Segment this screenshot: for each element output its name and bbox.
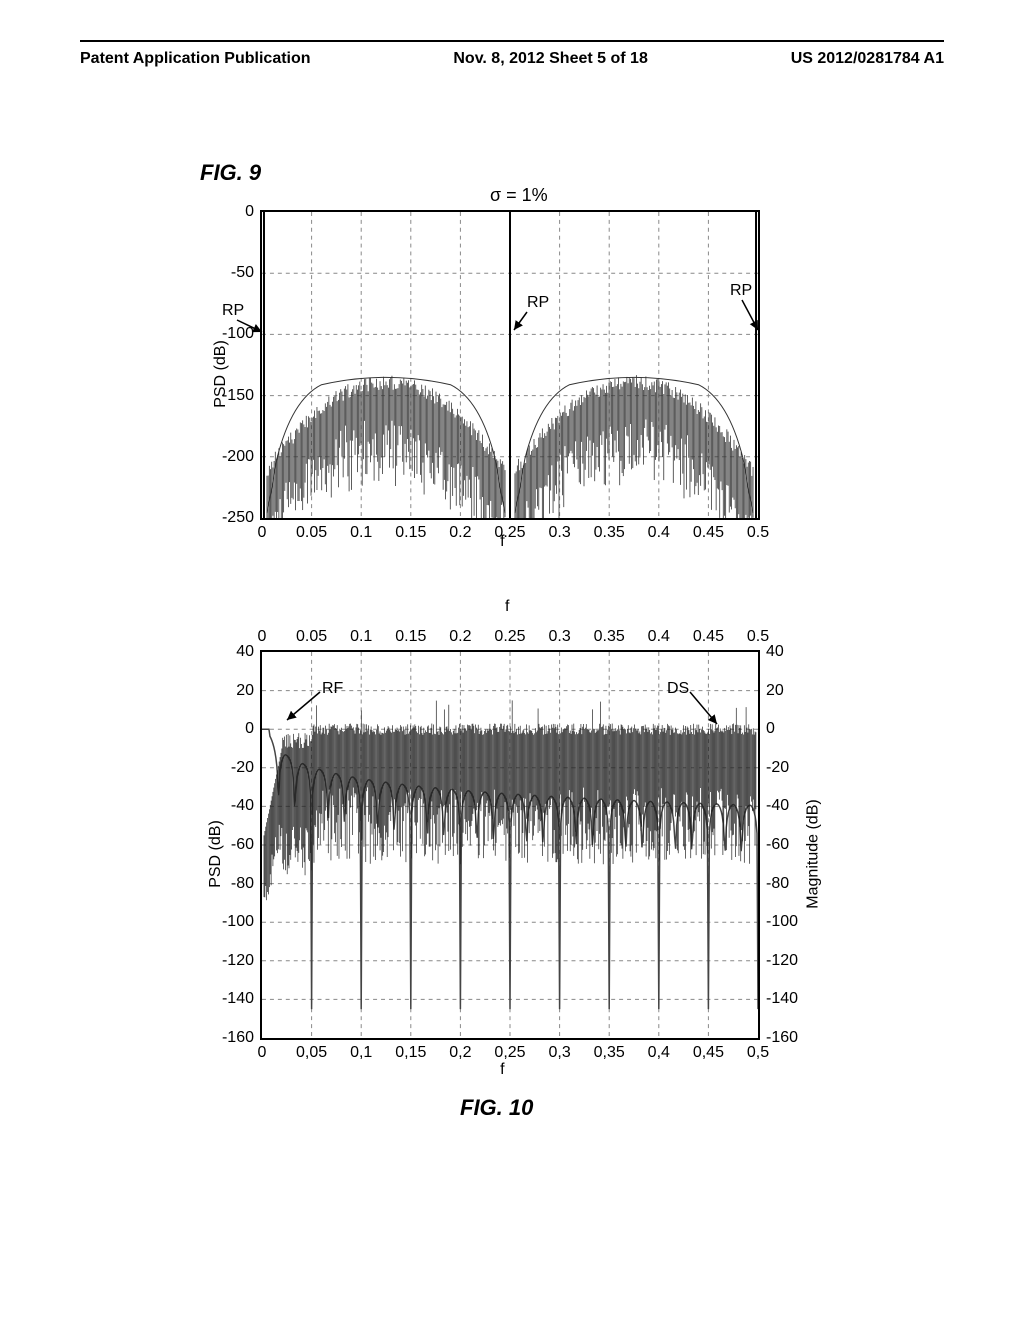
page-header: Patent Application Publication Nov. 8, 2… [80,40,944,68]
fig9-xtick: 0.3 [548,524,570,542]
fig10-ytick-right: -60 [766,836,789,854]
fig9-xlabel: f [500,533,504,551]
fig10-xlabel-bottom: f [500,1061,504,1079]
fig10-ytick-right: 0 [766,720,775,738]
fig10-xtick-top: 0.3 [548,628,570,646]
fig10-xlabel-top: f [505,598,509,616]
fig10-ytick-left: 0 [245,720,254,738]
fig10-xtick-top: 0.35 [594,628,625,646]
fig10-ytick-right: -20 [766,759,789,777]
fig10-ds-annotation: DS [667,680,689,698]
fig9-rp-annotation: RP [527,294,549,312]
fig10-xtick-top: 0.45 [693,628,724,646]
fig10-xtick-top: 0 [258,628,267,646]
fig9-xtick: 0.05 [296,524,327,542]
fig9-label: FIG. 9 [200,160,261,186]
fig9-title: σ = 1% [490,185,548,206]
fig10-ytick-left: 40 [236,643,254,661]
fig10-ytick-right: -140 [766,990,798,1008]
fig9-rp-annotation: RP [222,302,244,320]
fig10-rf-annotation: RF [322,680,343,698]
fig10-ylabel-left: PSD (dB) [207,820,225,888]
fig10-xtick-bottom: 0,1 [350,1044,372,1062]
fig10-ytick-left: -40 [231,797,254,815]
fig10-ylabel-right: Magnitude (dB) [804,799,822,908]
fig10-xtick-bottom: 0,4 [648,1044,670,1062]
fig9-xtick: 0.35 [594,524,625,542]
fig10-xtick-bottom: 0,2 [449,1044,471,1062]
fig10-xtick-bottom: 0,5 [747,1044,769,1062]
figure-9: FIG. 9 σ = 1% [180,180,820,520]
fig9-rp-annotation: RP [730,282,752,300]
fig10-ytick-left: -120 [222,952,254,970]
fig9-xtick: 0.5 [747,524,769,542]
fig10-xtick-bottom: 0 [258,1044,267,1062]
fig10-xtick-top: 0.15 [395,628,426,646]
fig9-ytick: -250 [222,509,254,527]
fig10-xtick-bottom: 0,05 [296,1044,327,1062]
fig9-xtick: 0.45 [693,524,724,542]
fig10-xtick-bottom: 0,25 [494,1044,525,1062]
fig10-ytick-left: -20 [231,759,254,777]
fig9-ytick: 0 [245,203,254,221]
fig9-xtick: 0.1 [350,524,372,542]
fig9-xtick: 0.2 [449,524,471,542]
fig10-ytick-right: -80 [766,875,789,893]
fig9-ytick: -200 [222,448,254,466]
header-right: US 2012/0281784 A1 [791,50,944,68]
fig9-chart: 0 -50 -100 -150 -200 -250 0 0.05 0.1 0.1… [260,210,760,520]
fig10-ytick-right: -120 [766,952,798,970]
fig10-xtick-top: 0.1 [350,628,372,646]
fig10-ytick-right: -100 [766,913,798,931]
fig10-ytick-left: -80 [231,875,254,893]
fig10-xtick-top: 0.2 [449,628,471,646]
fig10-xtick-top: 0.25 [494,628,525,646]
fig10-xtick-bottom: 0,15 [395,1044,426,1062]
fig10-xtick-top: 0.4 [648,628,670,646]
header-center: Nov. 8, 2012 Sheet 5 of 18 [453,50,647,68]
fig9-xtick: 0.4 [648,524,670,542]
figure-10: f [180,620,860,1040]
fig10-ytick-left: -140 [222,990,254,1008]
fig10-chart: 40 20 0 -20 -40 -60 -80 -100 -120 -140 -… [260,650,760,1040]
fig10-xtick-bottom: 0,45 [693,1044,724,1062]
fig10-ytick-right: -160 [766,1029,798,1047]
fig10-ytick-right: 20 [766,682,784,700]
fig10-ytick-right: -40 [766,797,789,815]
fig10-xtick-bottom: 0,3 [548,1044,570,1062]
fig9-ytick: -50 [231,264,254,282]
fig10-xtick-bottom: 0,35 [594,1044,625,1062]
header-left: Patent Application Publication [80,50,311,68]
fig9-xtick: 0.15 [395,524,426,542]
fig10-plot-svg [262,652,758,1038]
fig10-xtick-top: 0.5 [747,628,769,646]
fig10-ytick-left: -100 [222,913,254,931]
fig10-ytick-left: -60 [231,836,254,854]
fig9-xtick: 0 [258,524,267,542]
fig10-ytick-left: -160 [222,1029,254,1047]
fig10-xtick-top: 0.05 [296,628,327,646]
fig9-plot-svg [262,212,758,518]
fig10-ytick-left: 20 [236,682,254,700]
fig9-ylabel: PSD (dB) [212,340,230,408]
